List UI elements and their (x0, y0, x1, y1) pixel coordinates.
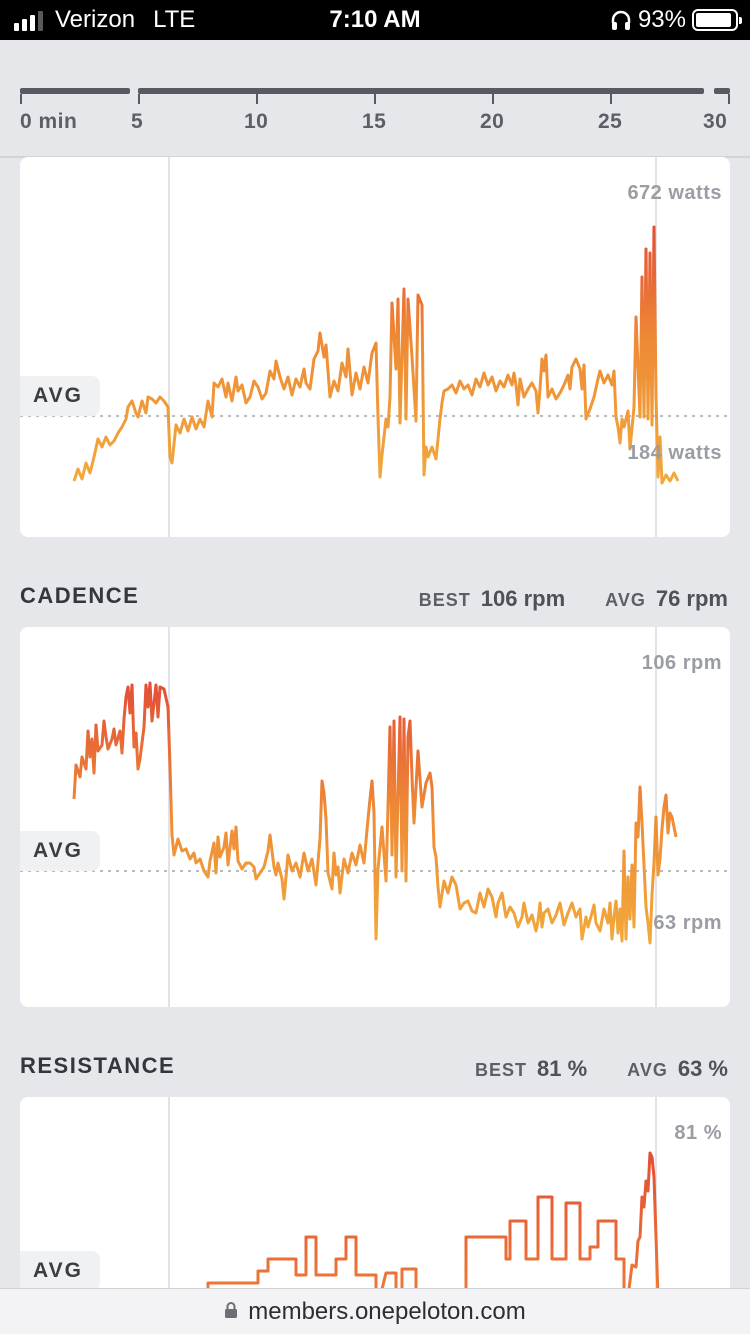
battery-percent: 93% (637, 6, 686, 33)
max-label: 106 rpm (641, 652, 722, 674)
timeline-label: 10 (244, 110, 269, 133)
timeline-tick (492, 94, 494, 104)
timeline-segment (20, 88, 130, 94)
timeline-tick (374, 94, 376, 104)
battery-fill (696, 13, 732, 27)
max-label: 81 % (674, 1122, 722, 1144)
max-label: 672 watts (627, 182, 722, 204)
stat-value: 81 % (537, 1056, 588, 1081)
timeline-tick (256, 94, 258, 104)
resistance-stats: BEST 81 % AVG 63 % (475, 1056, 728, 1082)
avg-pill: AVG (20, 376, 100, 416)
timeline-label: 5 (131, 110, 144, 133)
timeline-tick (728, 94, 730, 104)
cadence-line (72, 681, 678, 945)
timeline-label: 20 (480, 110, 505, 133)
timeline-label: 25 (598, 110, 623, 133)
browser-url-bar[interactable]: members.onepeloton.com (0, 1288, 750, 1334)
timeline-label: 15 (362, 110, 387, 133)
output-chart (20, 157, 730, 537)
stat-value: 76 rpm (655, 586, 728, 611)
min-label: 63 rpm (653, 912, 722, 934)
output-line (72, 225, 680, 485)
avg-pill: AVG (20, 831, 100, 871)
status-left: Verizon LTE (14, 5, 195, 35)
timeline-label: 30 (703, 110, 728, 133)
stat-key: AVG (627, 1060, 668, 1080)
status-time: 7:10 AM (329, 6, 421, 33)
cadence-chart (20, 627, 730, 1007)
timeline-segment (138, 88, 704, 94)
stat-key: BEST (475, 1060, 528, 1080)
network-type: LTE (153, 6, 196, 33)
stat-key: AVG (605, 590, 646, 610)
resistance-chart-card[interactable]: AVG 81 % (20, 1097, 730, 1297)
lock-icon (225, 1301, 238, 1318)
url-text: members.onepeloton.com (248, 1297, 526, 1325)
status-bar: Verizon LTE 7:10 AM 93% (0, 0, 750, 40)
resistance-line (206, 1151, 660, 1297)
min-label: 184 watts (627, 442, 722, 464)
avg-pill: AVG (20, 1251, 100, 1291)
timeline-tick (138, 94, 140, 104)
output-chart-card[interactable]: AVG 672 watts 184 watts (20, 157, 730, 537)
stat-key: BEST (418, 590, 471, 610)
stat-value: 106 rpm (480, 586, 566, 611)
section-title-resistance: RESISTANCE (20, 1053, 176, 1078)
resistance-chart (168, 1097, 660, 1297)
timeline-tick (20, 94, 22, 104)
stat-value: 63 % (677, 1056, 728, 1081)
cell-signal-icon (14, 9, 43, 31)
carrier-name: Verizon (55, 6, 136, 33)
timeline-label: 0 min (20, 110, 78, 133)
section-title-cadence: CADENCE (20, 583, 140, 608)
battery-icon (692, 9, 742, 31)
cadence-stats: BEST 106 rpm AVG 76 rpm (419, 586, 728, 612)
timeline-tick (610, 94, 612, 104)
status-right: 93% (610, 5, 742, 35)
timeline-segment (714, 88, 730, 94)
headphones-icon (611, 10, 631, 30)
workout-timeline[interactable]: 0 min 5 10 15 20 25 30 (0, 40, 750, 158)
cadence-chart-card[interactable]: AVG 106 rpm 63 rpm (20, 627, 730, 1007)
